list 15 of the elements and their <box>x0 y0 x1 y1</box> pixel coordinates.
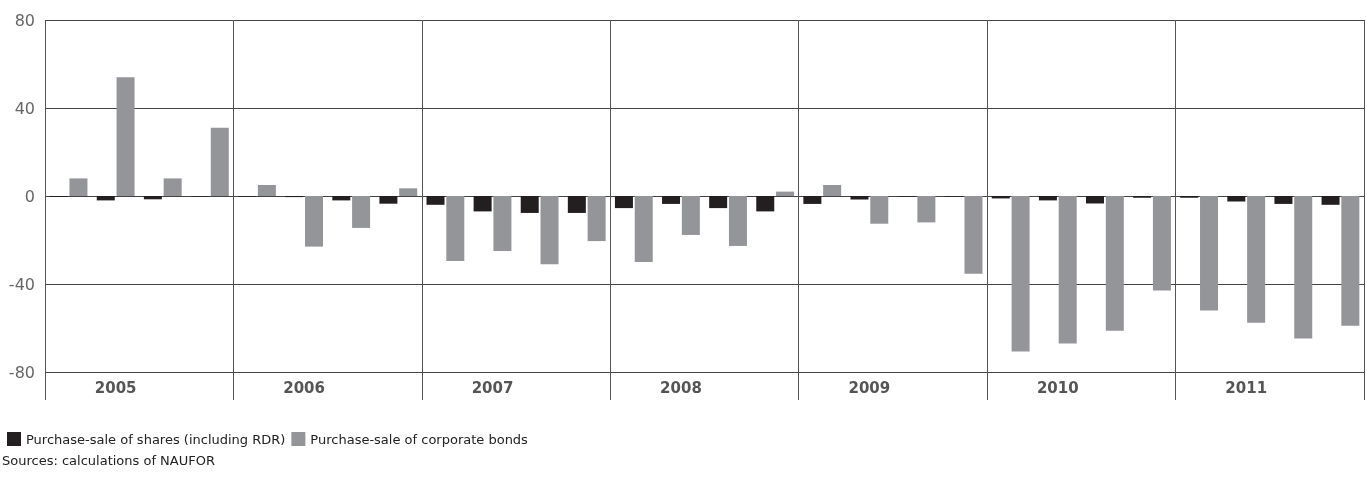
y-tick-label: 40 <box>14 98 35 118</box>
legend-label: Purchase-sale of shares (including RDR) <box>26 431 286 447</box>
source-note: Sources: calculations of NAUFOR <box>2 453 215 468</box>
x-tick-label: 2005 <box>94 378 137 397</box>
x-tick-label: 2009 <box>848 378 891 397</box>
x-tick-label: 2008 <box>660 378 702 397</box>
y-tick-label: -40 <box>8 274 35 294</box>
legend-label: Purchase-sale of corporate bonds <box>310 431 529 447</box>
x-tick-label: 2006 <box>283 378 325 397</box>
y-tick-label: 80 <box>14 10 35 30</box>
y-tick-label: 0 <box>24 186 35 206</box>
x-tick-label: 2010 <box>1036 378 1079 397</box>
x-tick-label: 2007 <box>471 378 514 397</box>
y-tick-label: -80 <box>8 362 35 382</box>
x-tick-label: 2011 <box>1225 378 1268 397</box>
